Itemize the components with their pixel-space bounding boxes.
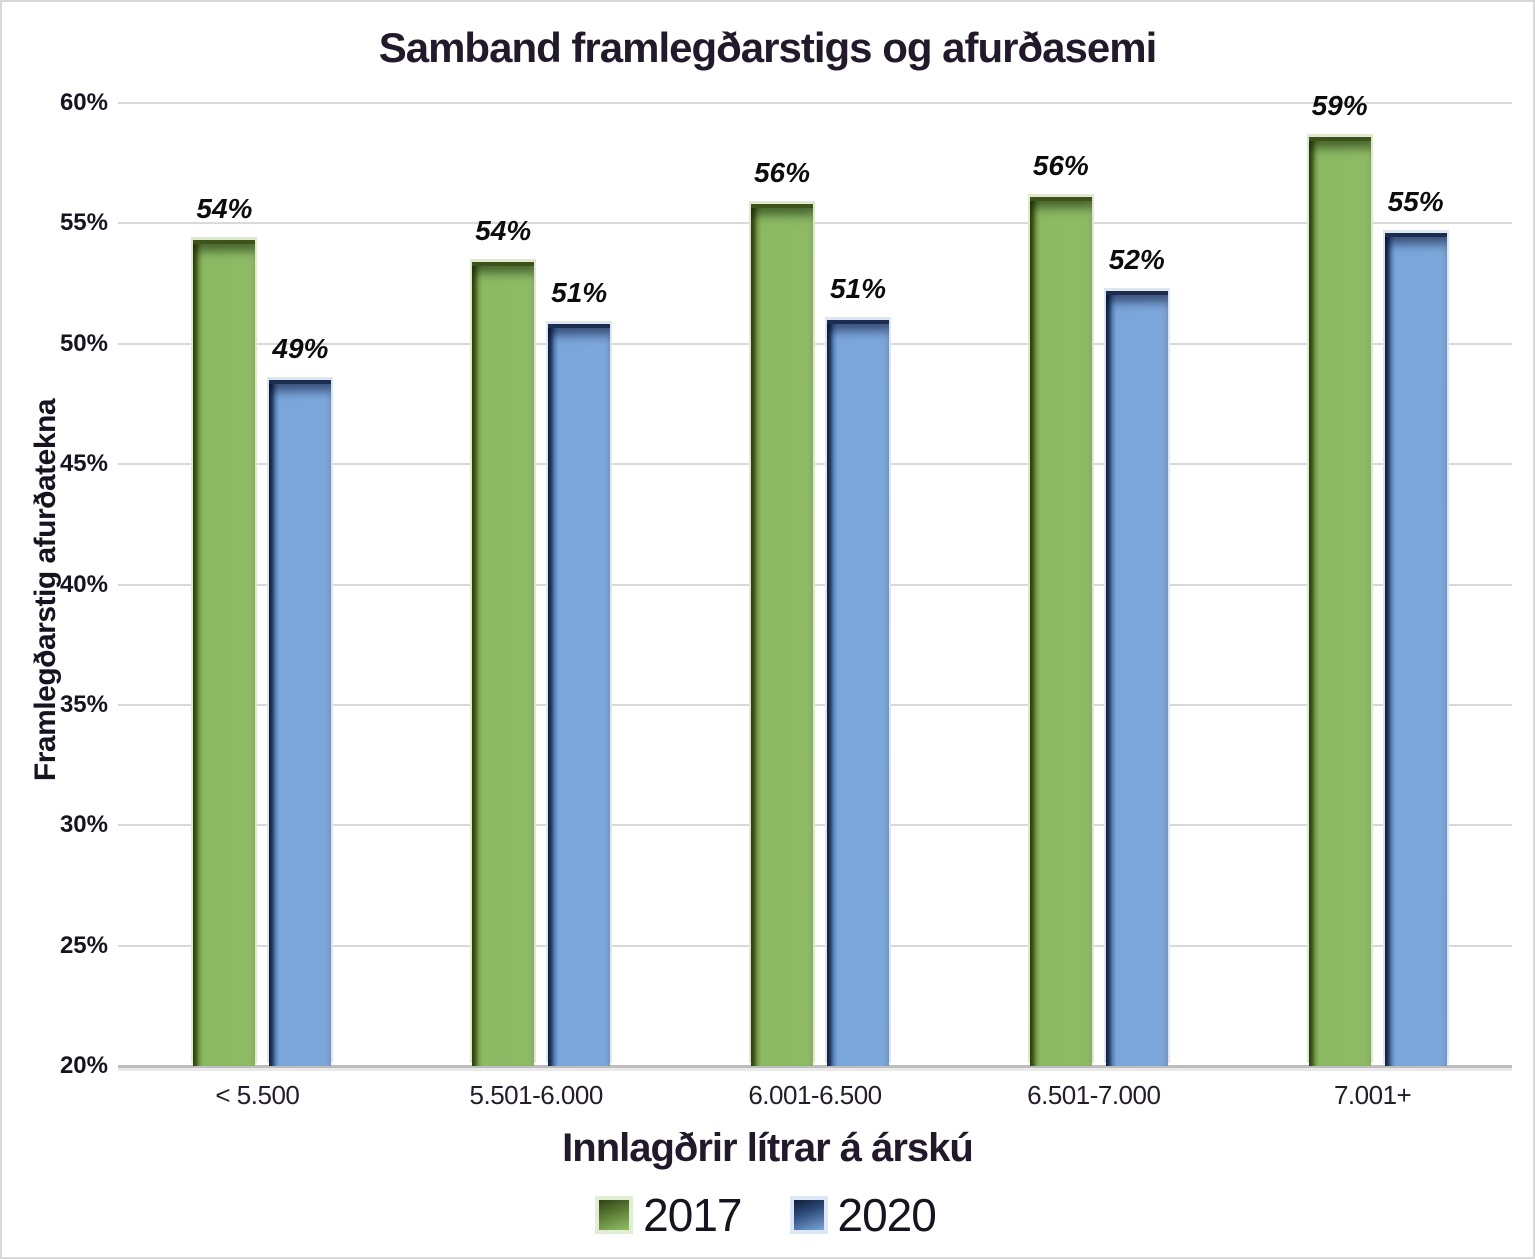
bar-2020-6.001-6.500 [827,319,889,1066]
x-tick-label: 6.501-7.000 [1027,1080,1161,1110]
gridline [118,944,1512,947]
gridline [118,703,1512,706]
y-tick-label: 50% [59,329,108,357]
x-axis-title: Innlagðrir lítrar á árskú [562,1126,974,1170]
data-label-2017-5.501-6.000: 54% [475,214,532,246]
gridline [118,824,1512,827]
x-tick-label: < 5.500 [215,1080,300,1110]
legend-label-2020: 2020 [837,1189,937,1241]
bar-2017-6.001-6.500 [751,204,813,1066]
data-label-2017-6.001-6.500: 56% [753,157,811,189]
bar-2020-< 5.500 [269,379,332,1066]
legend-item-2017: 2017 [599,1188,743,1242]
data-label-2017-6.501-7.000: 56% [1032,149,1089,181]
data-label-2020-5.501-6.000: 51% [551,277,608,309]
bar-2020-6.501-7.000 [1105,290,1168,1066]
legend-swatch-2020-icon [793,1200,824,1230]
bar-2020-7.001+ [1384,233,1447,1066]
x-tick-label: 5.501-6.000 [469,1080,604,1110]
data-label-2017-7.001+: 59% [1311,89,1368,121]
gridline [118,463,1512,466]
bar-2017-5.501-6.000 [472,261,535,1066]
gridline [118,342,1512,345]
legend: 2017 2020 [0,1184,1535,1246]
y-tick-label: 35% [59,690,108,718]
x-tick-label: 7.001+ [1333,1080,1412,1110]
gridline [118,222,1512,225]
data-label-2020-7.001+: 55% [1387,186,1444,217]
legend-label-2017: 2017 [643,1189,742,1241]
bar-2017-< 5.500 [193,240,256,1066]
y-tick-label: 45% [59,450,108,478]
data-label-2020-6.001-6.500: 51% [829,272,887,304]
y-tick-label: 60% [59,89,108,116]
x-axis-line [118,1065,1512,1068]
gridline [118,583,1512,586]
bar-2020-5.501-6.000 [548,324,611,1066]
data-label-2017-< 5.500: 54% [196,193,253,225]
chart-title: Samband framlegðarstigs og afurðasemi [378,24,1158,71]
y-tick-label: 30% [59,811,108,839]
gridline [118,102,1512,104]
bar-2017-6.501-7.000 [1029,196,1092,1066]
bar-2017-7.001+ [1308,136,1371,1066]
y-tick-label: 20% [59,1052,108,1079]
legend-swatch-2017-icon [599,1200,630,1230]
x-tick-label: 6.001-6.500 [748,1080,882,1110]
legend-item-2020: 2020 [793,1188,937,1242]
data-label-2020-< 5.500: 49% [272,332,329,364]
y-tick-label: 40% [59,570,108,598]
y-tick-label: 55% [59,209,108,237]
y-tick-label: 25% [59,931,108,959]
data-label-2020-6.501-7.000: 52% [1108,243,1165,275]
